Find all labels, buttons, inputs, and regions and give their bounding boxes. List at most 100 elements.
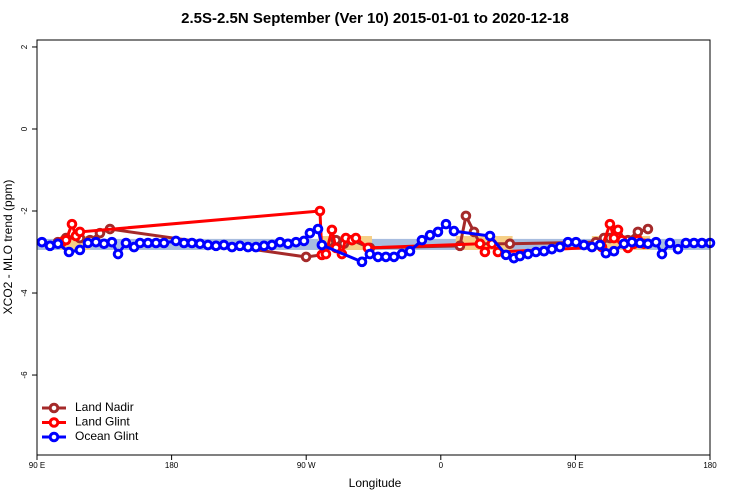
x-tick-label: 0 [439,461,444,470]
point [170,235,182,247]
point [504,238,516,250]
point [608,232,620,244]
point [522,248,534,260]
legend-marker [48,402,60,414]
y-tick-label: 0 [20,126,29,131]
point [82,237,94,249]
point [672,243,684,255]
point [120,237,132,249]
lines [36,205,716,268]
point [416,234,428,246]
point [44,240,56,252]
point [314,205,326,217]
x-tick-label: 90 W [297,461,316,470]
point [266,239,278,251]
point [158,237,170,249]
point [586,241,598,253]
point [448,225,460,237]
point [258,240,270,252]
point [106,236,118,248]
point [594,239,606,251]
point [74,226,86,238]
point [612,224,624,236]
x-axis-label: Longitude [349,476,402,490]
point [36,236,48,248]
point [404,245,416,257]
point [250,241,262,253]
y-tick-label: -2 [20,207,29,215]
point [530,246,542,258]
point [514,250,526,262]
point [304,227,316,239]
point [562,236,574,248]
point [290,236,302,248]
point [460,210,472,222]
legend-label: Land Nadir [75,400,134,414]
point [664,237,676,249]
point [554,241,566,253]
point [396,248,408,260]
y-tick-label: -6 [20,371,29,379]
x-tick-label: 180 [703,461,717,470]
point [282,238,294,250]
point [74,244,86,256]
point [546,243,558,255]
point [474,238,486,250]
point [364,248,376,260]
point [186,237,198,249]
legend-marker [48,417,60,428]
point [274,236,286,248]
legend-label: Land Glint [75,415,130,429]
point [642,238,654,250]
point [320,248,332,260]
point [538,245,550,257]
point [696,237,708,249]
point [634,237,646,249]
point [656,248,668,260]
point [52,238,64,250]
legend-label: Ocean Glint [75,429,139,443]
plot-frame [36,39,711,456]
y-tick-label: -4 [20,289,29,297]
x-tick-label: 90 E [29,461,45,470]
chart-title: 2.5S-2.5N September (Ver 10) 2015-01-01 … [181,10,569,27]
point [226,241,238,253]
point [479,246,491,258]
x-tick-label: 180 [165,461,179,470]
point [326,224,338,236]
point [432,226,444,238]
y-axis-label: XCO2 - MLO trend (ppm) [1,180,15,315]
point [642,223,654,235]
point [680,237,692,249]
point [312,223,324,235]
point [316,239,328,251]
point [142,237,154,249]
point [112,248,124,260]
y-tick-label: 2 [20,44,29,49]
point [298,235,310,247]
point [484,230,496,242]
series-line [61,209,645,258]
point [350,232,362,244]
point [578,239,590,251]
point [234,240,246,252]
point [500,249,512,261]
point [618,238,630,250]
point [380,251,392,263]
point [608,245,620,257]
point [202,239,214,251]
point [650,236,662,248]
point [356,256,368,268]
point [300,251,312,263]
x-tick-label: 90 E [567,461,583,470]
point [210,240,222,252]
point [600,247,612,259]
point [626,236,638,248]
point [604,218,616,230]
point [424,229,436,241]
point [632,226,644,238]
point [440,218,452,230]
axes: -6 -4 -2 0 2 90 E 180 90 W 0 90 E 180 [20,44,717,470]
